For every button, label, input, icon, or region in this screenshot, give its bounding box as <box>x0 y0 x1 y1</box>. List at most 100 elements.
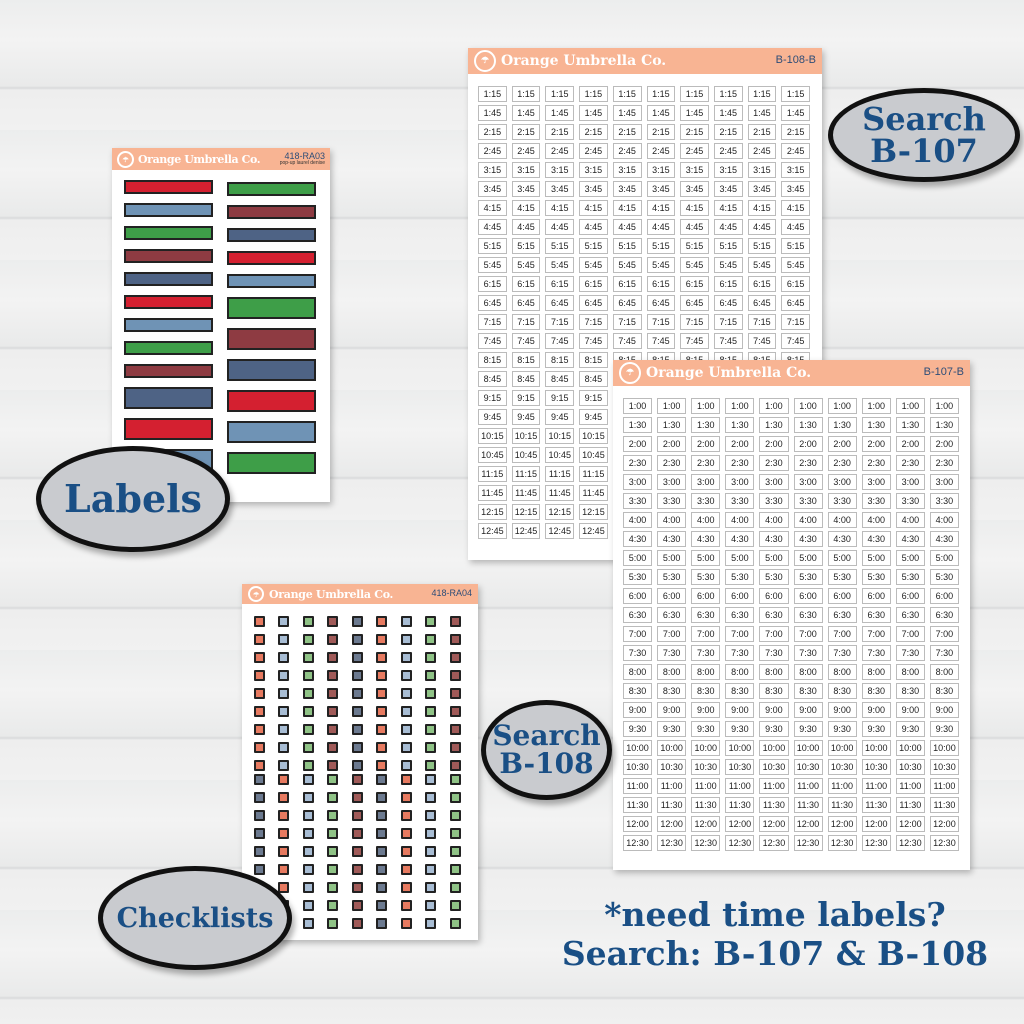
checkbox-sticker <box>351 742 376 753</box>
checkbox-square <box>400 846 412 857</box>
checkbox-square <box>302 828 314 839</box>
time-sticker: 1:15 <box>511 86 541 102</box>
time-sticker: 12:15 <box>478 504 507 520</box>
time-sticker: 7:15 <box>713 314 743 330</box>
checkbox-square <box>400 706 412 717</box>
checkbox-sticker <box>376 652 400 663</box>
time-sticker: 7:45 <box>511 333 541 349</box>
time-sticker: 2:30 <box>623 455 653 471</box>
time-sticker: 2:00 <box>929 436 959 452</box>
checkbox-sticker <box>449 918 474 929</box>
checkbox-square <box>351 810 363 821</box>
time-sticker: 9:30 <box>861 721 891 737</box>
time-sticker: 8:00 <box>861 664 891 680</box>
time-sticker: 7:30 <box>827 645 857 661</box>
time-sticker: 11:15 <box>478 466 507 482</box>
time-sticker: 6:45 <box>747 295 777 311</box>
promo-line-1: *need time labels? <box>604 895 946 934</box>
checkbox-square <box>400 792 412 803</box>
checkbox-sticker <box>254 774 278 785</box>
time-sticker: 6:15 <box>781 276 810 292</box>
time-sticker: 6:45 <box>511 295 541 311</box>
checkbox-square <box>425 706 437 717</box>
time-sticker: 12:15 <box>579 504 608 520</box>
checkbox-sticker <box>302 724 327 735</box>
time-sticker: 1:30 <box>895 417 925 433</box>
time-sticker: 3:30 <box>657 493 687 509</box>
checkbox-sticker <box>327 706 351 717</box>
time-sticker: 1:15 <box>545 86 575 102</box>
time-sticker: 4:30 <box>929 531 959 547</box>
checkbox-sticker <box>302 760 327 771</box>
time-sticker: 1:45 <box>781 105 810 121</box>
time-sticker: 7:45 <box>612 333 642 349</box>
checkbox-square <box>254 774 265 785</box>
time-sticker: 12:00 <box>793 816 823 832</box>
time-sticker: 11:00 <box>691 778 721 794</box>
time-sticker: 5:45 <box>680 257 709 273</box>
time-sticker: 5:30 <box>793 569 823 585</box>
checkbox-square <box>278 652 290 663</box>
time-sticker: 1:00 <box>895 398 925 414</box>
time-sticker: 3:45 <box>478 181 507 197</box>
time-sticker: 10:00 <box>691 740 721 756</box>
checkbox-square <box>302 918 314 929</box>
checkbox-sticker <box>425 918 449 929</box>
label-sticker <box>124 318 213 332</box>
checkbox-sticker <box>351 724 376 735</box>
checkbox-square <box>327 792 339 803</box>
time-sticker: 8:00 <box>623 664 653 680</box>
time-sticker: 11:30 <box>759 797 789 813</box>
time-sticker: 1:00 <box>793 398 823 414</box>
checkbox-sticker <box>278 724 302 735</box>
checkbox-sticker <box>449 616 474 627</box>
time-sticker: 11:15 <box>545 466 575 482</box>
checkbox-square <box>302 688 314 699</box>
time-sticker: 5:45 <box>612 257 642 273</box>
time-sticker: 5:30 <box>725 569 755 585</box>
checkbox-sticker <box>425 688 449 699</box>
checkbox-sticker <box>449 810 474 821</box>
checkbox-sticker <box>254 792 278 803</box>
checkbox-square <box>449 900 461 911</box>
checkbox-square <box>425 864 437 875</box>
checkbox-sticker <box>449 688 474 699</box>
checkbox-sticker <box>425 706 449 717</box>
time-sticker: 6:45 <box>646 295 676 311</box>
time-sticker: 11:00 <box>895 778 925 794</box>
checkbox-sticker <box>351 774 376 785</box>
checkbox-square <box>302 670 314 681</box>
time-sticker: 6:15 <box>646 276 676 292</box>
checkbox-square <box>327 634 339 645</box>
time-sticker: 2:15 <box>478 124 507 140</box>
time-sticker: 4:45 <box>646 219 676 235</box>
checkbox-square <box>449 810 461 821</box>
checkbox-square <box>327 846 339 857</box>
checkbox-square <box>302 724 314 735</box>
checkbox-square <box>376 688 388 699</box>
time-sticker: 1:15 <box>579 86 608 102</box>
time-sticker: 4:30 <box>725 531 755 547</box>
sheet-meta: B-108-B <box>772 55 816 67</box>
time-sticker: 4:30 <box>657 531 687 547</box>
time-sticker: 5:00 <box>793 550 823 566</box>
time-sticker: 7:15 <box>478 314 507 330</box>
checkbox-sticker <box>400 706 425 717</box>
checkbox-sticker <box>278 774 302 785</box>
checkbox-square <box>302 652 314 663</box>
time-sticker: 12:00 <box>827 816 857 832</box>
checkbox-square <box>254 846 265 857</box>
sheet-code: 418-RA03 <box>284 150 325 161</box>
time-sticker: 3:45 <box>747 181 777 197</box>
time-sticker: 6:00 <box>861 588 891 604</box>
time-sticker: 7:00 <box>861 626 891 642</box>
checkbox-square <box>278 882 290 893</box>
time-sticker: 10:45 <box>545 447 575 463</box>
checkbox-sticker <box>327 810 351 821</box>
time-sticker: 6:45 <box>545 295 575 311</box>
time-sticker: 6:15 <box>612 276 642 292</box>
label-sticker <box>227 421 316 443</box>
checkbox-square <box>425 724 437 735</box>
time-sticker: 7:00 <box>793 626 823 642</box>
time-sticker: 6:30 <box>725 607 755 623</box>
